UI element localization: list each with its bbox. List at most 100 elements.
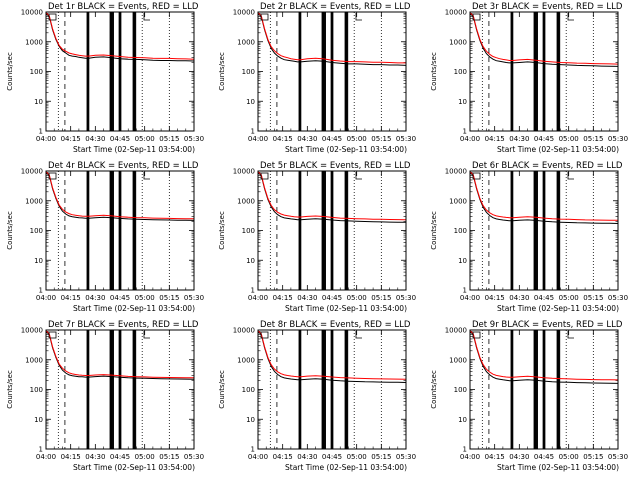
detector-panel-7: Det 7r BLACK = Events, RED = LLD Counts/s… — [6, 320, 204, 472]
x-tick-label: 04:00 — [248, 135, 268, 143]
corner-bracket-mark — [143, 172, 150, 180]
x-tick-label: 04:00 — [36, 135, 56, 143]
y-tick-label: 10 — [458, 416, 467, 424]
x-tick-label: 04:15 — [273, 453, 293, 461]
plot-frame — [469, 11, 619, 132]
x-tick-label: 05:30 — [184, 453, 204, 461]
corner-marker-box — [48, 172, 57, 180]
y-axis-label: Counts/sec — [430, 211, 438, 250]
x-tick-label: 05:00 — [559, 294, 579, 302]
x-tick-label: 05:00 — [135, 453, 155, 461]
lld-series-line — [45, 12, 195, 60]
corner-bracket-mark — [355, 13, 362, 21]
lld-series-line — [257, 330, 407, 380]
events-series-line — [257, 13, 407, 66]
corner-marker-box — [472, 13, 481, 21]
detector-panel-9: Det 9r BLACK = Events, RED = LLD Counts/s… — [430, 320, 628, 472]
corner-marker-box — [260, 172, 269, 180]
y-tick-label: 100 — [454, 227, 467, 235]
x-tick-label: 04:00 — [460, 294, 480, 302]
y-tick-label: 10 — [34, 416, 43, 424]
corner-bracket-mark — [567, 331, 574, 339]
lld-series-line — [45, 171, 195, 220]
y-tick-label: 1000 — [25, 356, 43, 364]
y-tick-label: 100 — [30, 68, 43, 76]
detector-panel-8: Det 8r BLACK = Events, RED = LLD Counts/s… — [218, 320, 416, 472]
x-tick-label: 04:00 — [460, 135, 480, 143]
x-tick-label: 04:15 — [61, 453, 81, 461]
plot-frame — [45, 170, 195, 291]
x-tick-label: 05:00 — [347, 294, 367, 302]
y-tick-label: 100 — [454, 68, 467, 76]
y-tick-label: 10 — [34, 98, 43, 106]
x-tick-label: 04:30 — [297, 453, 317, 461]
panel-title: Det 5r BLACK = Events, RED = LLD — [260, 161, 411, 171]
detector-panel-1: Det 1r BLACK = Events, RED = LLD Counts/s… — [6, 2, 204, 154]
panel-title: Det 3r BLACK = Events, RED = LLD — [472, 2, 623, 12]
y-axis-label: Counts/sec — [430, 52, 438, 91]
y-tick-label: 100 — [242, 227, 255, 235]
y-tick-label: 1000 — [449, 38, 467, 46]
x-tick-label: 04:30 — [297, 135, 317, 143]
detector-panel-6: Det 6r BLACK = Events, RED = LLD Counts/s… — [430, 161, 628, 313]
x-axis-label: Start Time (02-Sep-11 03:54:00) — [285, 304, 407, 313]
y-axis-label: Counts/sec — [6, 370, 14, 409]
y-tick-label: 10 — [246, 98, 255, 106]
x-axis-label: Start Time (02-Sep-11 03:54:00) — [497, 304, 619, 313]
y-tick-label: 1 — [39, 128, 43, 136]
events-series-line — [257, 331, 407, 383]
y-tick-label: 1 — [463, 446, 467, 454]
x-tick-label: 04:30 — [509, 294, 529, 302]
x-tick-label: 05:15 — [159, 294, 179, 302]
events-series-line — [469, 172, 619, 224]
x-tick-label: 05:30 — [608, 294, 628, 302]
y-tick-label: 1000 — [237, 356, 255, 364]
panel-title: Det 9r BLACK = Events, RED = LLD — [472, 320, 623, 330]
events-series-line — [469, 331, 619, 384]
y-tick-label: 10 — [458, 257, 467, 265]
y-axis-label: Counts/sec — [430, 370, 438, 409]
x-axis-label: Start Time (02-Sep-11 03:54:00) — [497, 463, 619, 472]
x-tick-label: 04:45 — [534, 453, 554, 461]
events-series-line — [45, 331, 195, 380]
y-tick-label: 1000 — [237, 197, 255, 205]
y-tick-label: 100 — [30, 386, 43, 394]
x-tick-label: 04:00 — [248, 294, 268, 302]
x-tick-label: 04:15 — [61, 135, 81, 143]
x-tick-label: 04:45 — [110, 453, 130, 461]
y-tick-label: 1000 — [237, 38, 255, 46]
y-tick-label: 1000 — [449, 356, 467, 364]
x-tick-label: 04:00 — [36, 294, 56, 302]
events-series-line — [469, 13, 619, 67]
y-tick-label: 10 — [34, 257, 43, 265]
panel-title: Det 6r BLACK = Events, RED = LLD — [472, 161, 623, 171]
x-tick-label: 04:30 — [509, 453, 529, 461]
corner-bracket-mark — [567, 13, 574, 21]
x-tick-label: 05:15 — [371, 135, 391, 143]
y-tick-label: 100 — [454, 386, 467, 394]
lld-series-line — [469, 12, 619, 65]
x-tick-label: 05:30 — [396, 294, 416, 302]
y-tick-label: 1 — [463, 128, 467, 136]
y-tick-label: 10000 — [445, 327, 467, 335]
x-axis-label: Start Time (02-Sep-11 03:54:00) — [497, 145, 619, 154]
corner-marker-box — [48, 331, 57, 339]
y-tick-label: 10 — [246, 416, 255, 424]
corner-marker-box — [472, 331, 481, 339]
y-tick-label: 100 — [242, 386, 255, 394]
x-tick-label: 04:30 — [85, 294, 105, 302]
y-axis-label: Counts/sec — [218, 370, 226, 409]
x-tick-label: 04:30 — [85, 453, 105, 461]
corner-marker-box — [48, 13, 57, 21]
detector-panel-2: Det 2r BLACK = Events, RED = LLD Counts/s… — [218, 2, 416, 154]
x-tick-label: 05:30 — [608, 135, 628, 143]
corner-bracket-mark — [567, 172, 574, 180]
x-tick-label: 04:45 — [322, 453, 342, 461]
plot-frame — [45, 329, 195, 450]
x-tick-label: 05:00 — [559, 135, 579, 143]
y-tick-label: 100 — [30, 227, 43, 235]
panel-title: Det 4r BLACK = Events, RED = LLD — [48, 161, 199, 171]
y-tick-label: 10 — [246, 257, 255, 265]
x-axis-label: Start Time (02-Sep-11 03:54:00) — [73, 145, 195, 154]
x-tick-label: 05:00 — [135, 135, 155, 143]
